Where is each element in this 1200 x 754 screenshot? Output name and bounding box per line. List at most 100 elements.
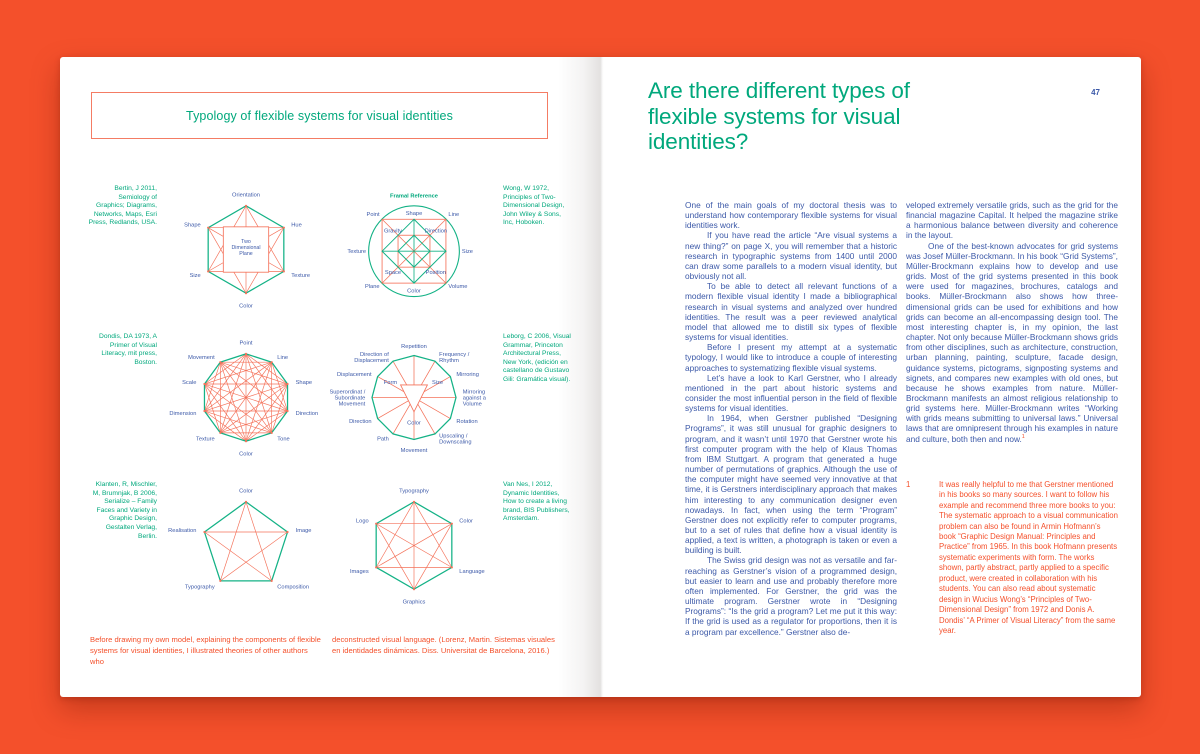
citation-leborg: Leborg, C 2006, Visual Grammar, Princeto… <box>503 333 571 383</box>
diagram-label: Point <box>367 212 380 218</box>
leborg-radial-svg: Form Size Color Repetition Frequency / Rhythm… <box>330 344 487 454</box>
diagram-dondis: Point Line Shape Direction Tone Color Texture D… <box>162 321 330 469</box>
body-column-1: One of the main goals of my doctoral the… <box>685 200 897 637</box>
diagram-label: Direction <box>349 419 372 425</box>
body-paragraph: To be able to detect all relevant functi… <box>685 281 897 343</box>
diagram-label: Superordinat / Subordinate Movement <box>330 390 366 408</box>
body-paragraph: One of the best-known advocates for grid… <box>906 240 1118 444</box>
diagram-label: Position <box>426 270 446 276</box>
body-paragraph: In 1964, when Gerstner published “Design… <box>685 413 897 556</box>
diagram-label: Color <box>459 518 473 524</box>
body-paragraph: Let’s have a look to Karl Gerstner, who … <box>685 372 897 414</box>
diagram-label: Movement <box>401 448 428 454</box>
diagram-label: Upscaling / Downscaling <box>439 433 471 445</box>
klanten-pentagon-svg: Color Image Composition Typography Realisati… <box>168 489 312 591</box>
diagram-label: Movement <box>188 355 215 361</box>
diagram-label: Direction of Displacement <box>354 352 389 364</box>
diagram-label: Framal Reference <box>390 193 438 199</box>
typology-title: Typology of flexible systems for visual … <box>186 108 453 123</box>
body-paragraph: One of the main goals of my doctoral the… <box>685 200 897 231</box>
figure-caption: Before drawing my own model, explaining … <box>90 634 565 668</box>
diagram-label: Volume <box>448 284 467 290</box>
dondis-decagon-svg: Point Line Shape Direction Tone Color Texture D… <box>169 341 319 458</box>
diagram-label: Typography <box>399 489 429 495</box>
citation-wong: Wong, W 1972, Principles of Two-Dimensio… <box>503 185 565 227</box>
diagram-label: Texture <box>291 273 310 279</box>
diagram-label: Scale <box>182 380 196 386</box>
body-paragraph: If you have read the article “Are visual… <box>685 230 897 282</box>
diagram-label: Tone <box>277 436 289 442</box>
diagram-row-3: Klanten, R, Mischler, M, Brumnjak, B 200… <box>88 469 572 617</box>
diagram-label: Size <box>432 380 443 386</box>
diagram-label: Point <box>240 341 253 347</box>
diagram-label: Hue <box>291 222 301 228</box>
diagram-label: Texture <box>347 249 366 255</box>
diagram-label: Graphics <box>403 599 426 605</box>
diagram-label: Space <box>385 270 401 276</box>
chapter-heading: Are there different types of flexible sy… <box>648 78 910 154</box>
diagram-label: Texture <box>196 436 215 442</box>
wong-framal-reference-svg: Framal Reference Point Line Volume Plane Shap… <box>347 193 473 298</box>
typology-title-box: Typology of flexible systems for visual … <box>91 92 548 139</box>
diagram-label: Shape <box>296 380 313 386</box>
diagram-label: Shape <box>184 222 201 228</box>
diagram-grid: Bertin, J 2011, Semiology of Graphics; D… <box>88 173 572 617</box>
diagram-label: Frequency / Rhythm <box>439 352 470 364</box>
diagram-label: Direction <box>296 411 319 417</box>
diagram-label: Line <box>448 212 459 218</box>
bertin-two-dimensional-plane-svg: Two Dimensional Plane Orientation Hue Texture… <box>184 193 310 310</box>
footnote-number: 1 <box>906 479 911 489</box>
diagram-label: Size <box>462 249 473 255</box>
body-paragraph: veloped extremely versatile grids, such … <box>906 200 1118 241</box>
diagram-label: Repetition <box>401 344 427 350</box>
book-spread: Typology of flexible systems for visual … <box>60 57 1141 697</box>
vannes-hexagon-svg: Typography Color Language Graphics Images Log… <box>350 489 485 606</box>
diagram-label: Mirroring <box>456 372 479 378</box>
diagram-label: Color <box>239 451 253 457</box>
citation-vannes: Van Nes, I 2012, Dynamic Identities, How… <box>503 481 570 523</box>
citation-dondis: Dondis, DA 1973, A Primer of Visual Lite… <box>99 333 157 366</box>
diagram-label: Orientation <box>232 193 260 199</box>
diagram-label: Plane <box>365 284 380 290</box>
diagram-label: Gravity <box>384 229 402 235</box>
footnote: 1 It was really helpful to me that Gerstn… <box>906 480 1118 637</box>
diagram-label: Mirroring against a Volume <box>463 390 487 408</box>
diagram-label: Color <box>407 288 421 294</box>
footnote-reference: 1 <box>1021 433 1025 440</box>
diagram-wong: Framal Reference Point Line Volume Plane Shap… <box>330 173 498 321</box>
diagram-label: Size <box>190 273 201 279</box>
diagram-leborg: Form Size Color Repetition Frequency / Rhythm… <box>330 321 498 469</box>
diagram-label: Image <box>296 528 312 534</box>
diagram-klanten: Color Image Composition Typography Realisati… <box>162 469 330 617</box>
diagram-label: Color <box>407 420 421 426</box>
body-column-2: veloped extremely versatile grids, such … <box>906 200 1118 637</box>
diagram-label: Images <box>350 569 369 575</box>
diagram-label: Line <box>277 355 288 361</box>
citation-klanten: Klanten, R, Mischler, M, Brumnjak, B 200… <box>92 481 157 540</box>
diagram-label: Color <box>239 489 253 495</box>
footnote-text: It was really helpful to me that Gerstne… <box>939 479 1118 636</box>
body-columns: One of the main goals of my doctoral the… <box>685 200 1118 637</box>
body-paragraph: The Swiss grid design was not as versati… <box>685 555 897 637</box>
right-page: 47 Are there different types of flexible… <box>600 57 1141 697</box>
diagram-label: Shape <box>406 211 423 217</box>
diagram-label: Two Dimensional Plane <box>231 239 260 257</box>
diagram-label: Path <box>377 436 389 442</box>
diagram-label: Language <box>459 569 484 575</box>
caption-column-1: Before drawing my own model, explaining … <box>90 635 321 667</box>
left-page: Typology of flexible systems for visual … <box>60 57 600 697</box>
diagram-label: Typography <box>185 584 215 590</box>
diagram-label: Color <box>239 303 253 309</box>
diagram-label: Displacement <box>337 372 372 378</box>
diagram-label: Realisation <box>168 528 196 534</box>
diagram-label: Dimension <box>169 411 196 417</box>
diagram-label: Logo <box>356 518 369 524</box>
diagram-label: Form <box>384 380 398 386</box>
diagram-label: Composition <box>277 584 309 590</box>
diagram-label: Direction <box>425 229 448 235</box>
page-number: 47 <box>1091 88 1100 97</box>
caption-column-2: deconstructed visual language. (Lorenz, … <box>332 635 555 656</box>
diagram-bertin: Two Dimensional Plane Orientation Hue Texture… <box>162 173 330 321</box>
citation-bertin: Bertin, J 2011, Semiology of Graphics; D… <box>88 185 157 227</box>
